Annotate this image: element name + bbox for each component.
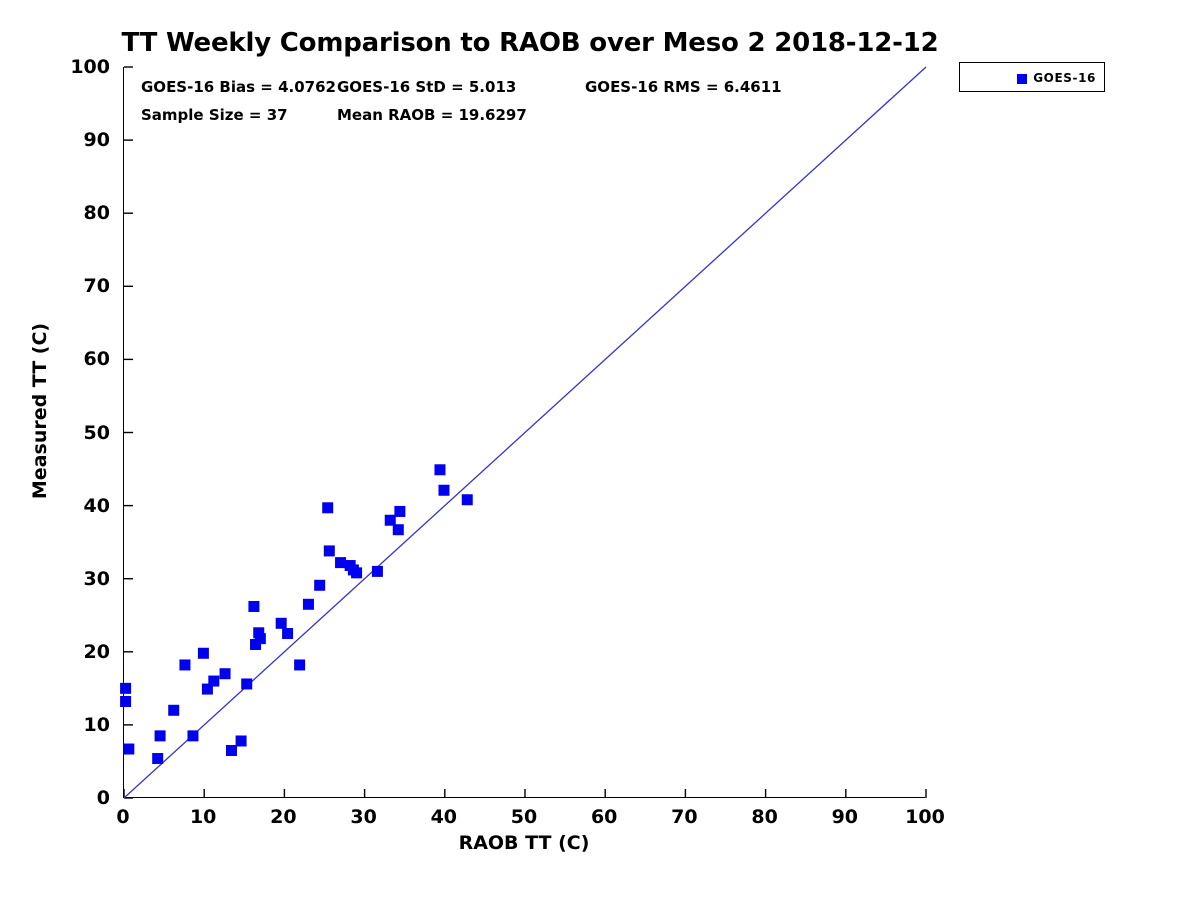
scatter-point [179, 659, 191, 671]
scatter-point [187, 730, 199, 742]
scatter-point [225, 744, 237, 756]
scatter-point [335, 557, 347, 569]
scatter-markers [120, 464, 473, 765]
scatter-point [120, 696, 132, 708]
legend-swatch-goes-16 [1017, 74, 1027, 84]
scatter-point [197, 647, 209, 659]
annotation-bias: GOES-16 Bias = 4.0762 [141, 78, 336, 96]
y-tick-label: 20 [83, 640, 110, 663]
x-tick-label: 20 [270, 806, 297, 828]
scatter-point [241, 678, 253, 690]
scatter-point [394, 505, 406, 517]
annotation-sample-size: Sample Size = 37 [141, 106, 288, 124]
y-tick-label: 60 [83, 348, 110, 371]
scatter-point [314, 579, 326, 591]
x-axis-title: RAOB TT (C) [458, 832, 590, 854]
x-tick-label: 90 [831, 806, 859, 828]
y-tick-label: 40 [83, 494, 110, 517]
scatter-point [254, 633, 266, 645]
scatter-point [250, 638, 262, 650]
x-axis-tick-labels: 0 10 20 30 40 50 60 70 80 90 100 [116, 806, 944, 836]
legend-label-goes-16: GOES-16 [1033, 71, 1096, 85]
x-tick-label: 50 [510, 806, 538, 828]
scatter-point [253, 627, 265, 639]
scatter-point [384, 514, 396, 526]
scatter-point [323, 545, 335, 557]
y-axis-tick-labels: 0 10 20 30 40 50 60 70 80 90 100 [0, 56, 110, 809]
scatter-point [275, 617, 287, 629]
scatter-point [235, 735, 247, 747]
x-tick-label: 0 [116, 806, 130, 828]
x-tick-label: 80 [751, 806, 778, 828]
y-tick-label: 30 [83, 567, 110, 590]
one-to-one-line [123, 66, 927, 799]
scatter-point [322, 502, 334, 514]
y-tick-label: 10 [83, 713, 110, 736]
y-tick-label: 50 [83, 421, 110, 444]
axis-tick-marks [123, 66, 927, 799]
y-tick-label: 80 [83, 202, 110, 225]
y-tick-label: 0 [96, 787, 110, 809]
x-tick-label: 70 [671, 806, 698, 828]
scatter-point [434, 464, 446, 476]
y-tick-label: 90 [83, 129, 110, 152]
plot-canvas [120, 66, 927, 799]
annotation-rms: GOES-16 RMS = 6.4611 [585, 78, 782, 96]
scatter-point [294, 659, 306, 671]
scatter-point [351, 567, 363, 579]
y-tick-label: 100 [70, 56, 110, 78]
annotation-std: GOES-16 StD = 5.013 [337, 78, 517, 96]
scatter-point [208, 675, 220, 687]
chart-title: TT Weekly Comparison to RAOB over Meso 2… [121, 28, 939, 58]
y-axis-title: Measured TT (C) [29, 322, 51, 500]
x-tick-label: 60 [590, 806, 618, 828]
scatter-point [461, 494, 473, 506]
scatter-point [438, 484, 450, 496]
x-tick-label: 40 [430, 806, 458, 828]
scatter-point [152, 753, 164, 765]
scatter-point [248, 600, 260, 612]
x-tick-label: 100 [905, 806, 945, 828]
scatter-point [282, 628, 294, 640]
x-tick-label: 30 [350, 806, 377, 828]
scatter-point [219, 668, 231, 680]
scatter-point [302, 598, 314, 610]
x-tick-label: 10 [189, 806, 217, 828]
scatter-point [123, 743, 135, 755]
scatter-point [168, 704, 180, 716]
scatter-point [120, 682, 132, 694]
scatter-point [392, 524, 404, 536]
annotation-mean-raob: Mean RAOB = 19.6297 [337, 106, 527, 124]
scatter-point [201, 683, 213, 695]
scatter-point [154, 730, 166, 742]
scatter-point [371, 565, 383, 577]
y-tick-label: 70 [83, 275, 110, 298]
plot-area [120, 66, 927, 799]
legend[interactable]: GOES-16 [959, 62, 1105, 92]
